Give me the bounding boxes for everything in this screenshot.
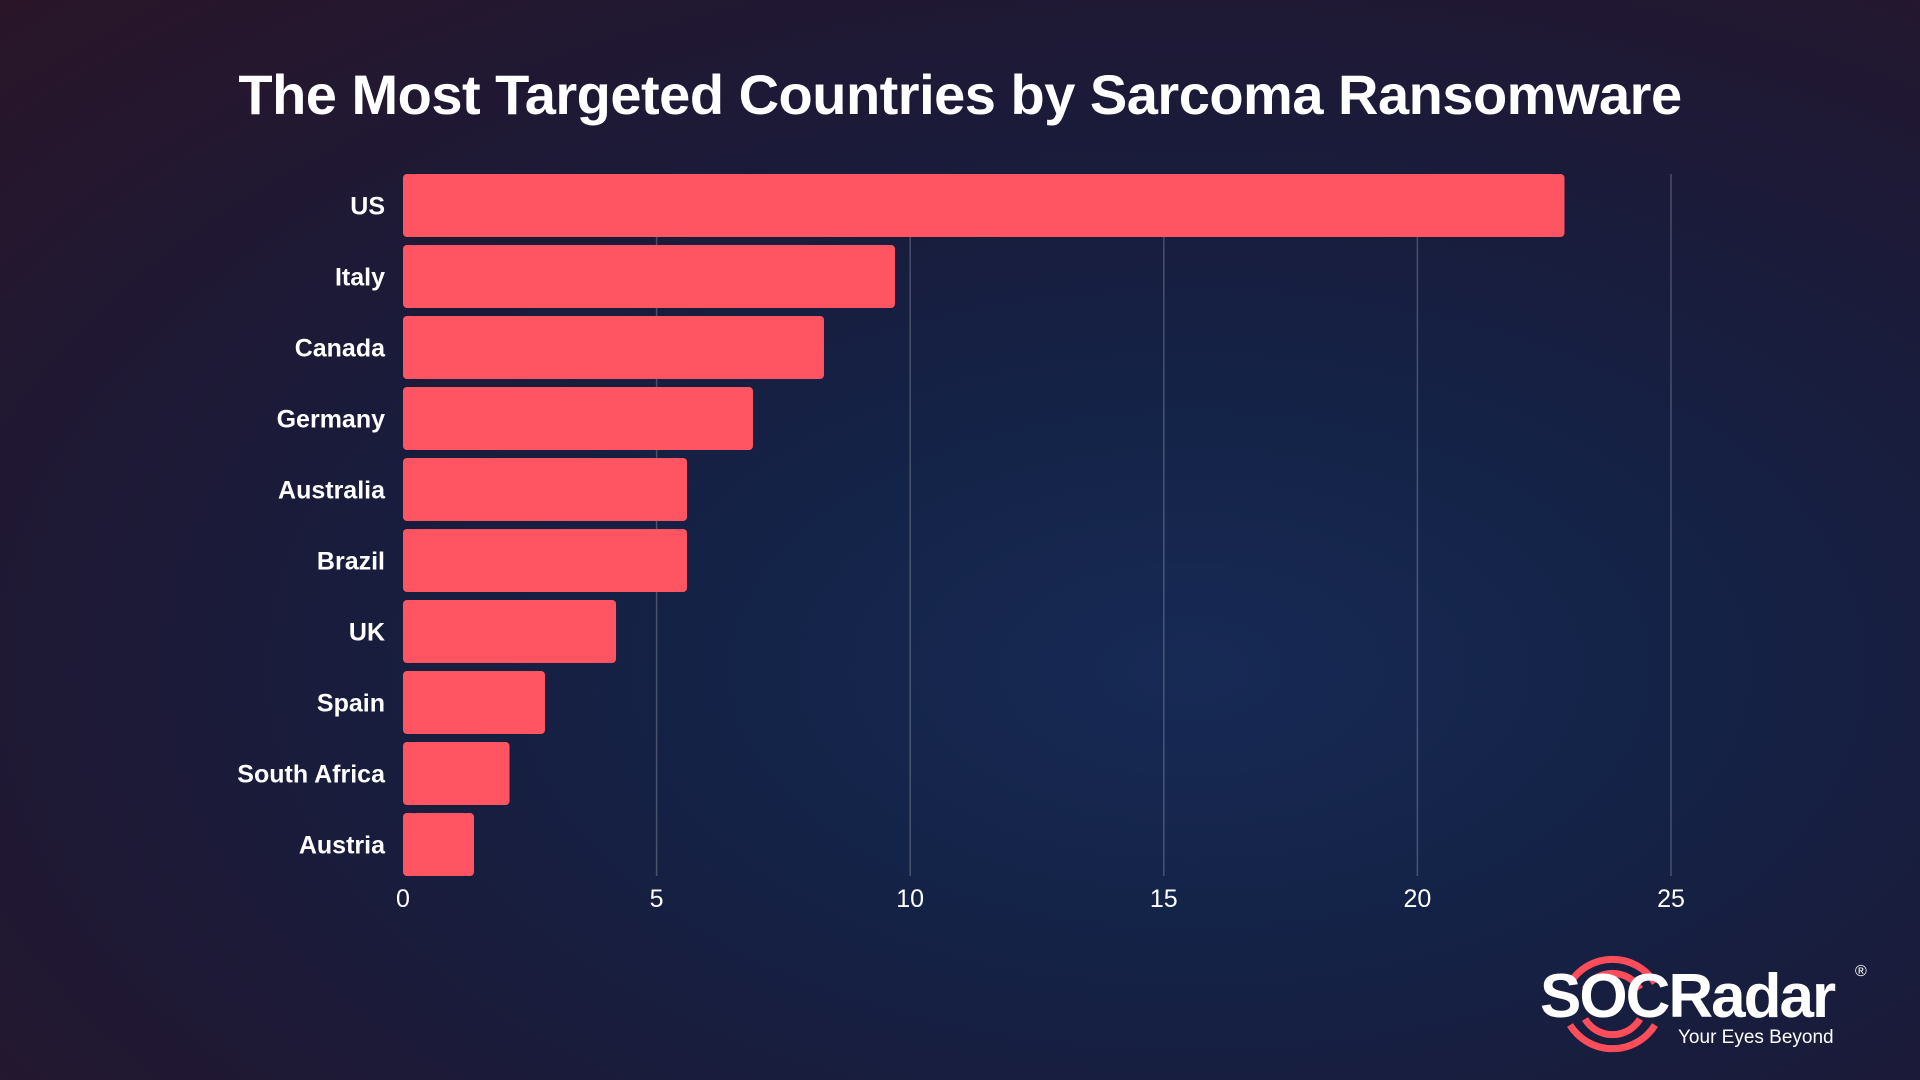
category-label: Spain xyxy=(317,690,385,718)
bar-us xyxy=(403,174,1565,237)
category-label: Australia xyxy=(278,477,386,505)
bar-brazil xyxy=(403,529,688,592)
x-tick-label: 0 xyxy=(396,885,410,913)
category-label: Germany xyxy=(277,406,385,434)
category-label: Italy xyxy=(335,264,385,292)
category-label: UK xyxy=(349,619,385,647)
bar-austria xyxy=(403,813,475,876)
category-label: Canada xyxy=(295,335,386,363)
bar-germany xyxy=(403,387,753,450)
chart-title: The Most Targeted Countries by Sarcoma R… xyxy=(238,63,1682,126)
bar-italy xyxy=(403,245,895,308)
bar-canada xyxy=(403,316,824,379)
bar-uk xyxy=(403,600,617,663)
logo-wordmark: SOCRadar xyxy=(1540,962,1836,1031)
x-tick-label: 20 xyxy=(1403,885,1431,913)
category-label: Brazil xyxy=(317,548,385,576)
x-tick-label: 25 xyxy=(1657,885,1685,913)
category-label: Austria xyxy=(299,832,386,860)
bar-australia xyxy=(403,458,688,521)
radar-waves-icon xyxy=(1567,955,1658,1053)
x-tick-label: 5 xyxy=(650,885,664,913)
bar-south-africa xyxy=(403,742,510,805)
category-label: South Africa xyxy=(237,761,386,789)
socradar-logo: SOCRadar ® Your Eyes Beyond xyxy=(1540,945,1880,1055)
category-label: US xyxy=(350,193,385,221)
logo-tagline: Your Eyes Beyond xyxy=(1678,1027,1834,1048)
x-tick-label: 10 xyxy=(896,885,924,913)
bar-spain xyxy=(403,671,546,734)
registered-mark: ® xyxy=(1855,963,1867,980)
x-tick-label: 15 xyxy=(1150,885,1178,913)
